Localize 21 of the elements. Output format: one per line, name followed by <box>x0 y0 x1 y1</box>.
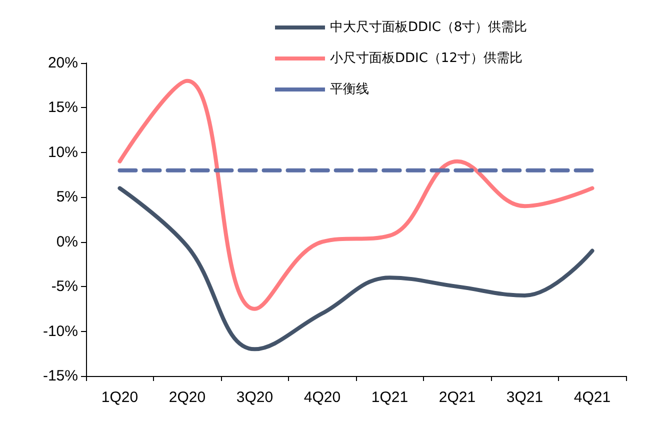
x-tick-label: 4Q21 <box>574 389 611 406</box>
line-series <box>118 78 594 311</box>
legend-label: 小尺寸面板DDIC（12寸）供需比 <box>330 51 522 66</box>
y-tick-label: -15% <box>42 368 78 384</box>
x-tick-label: 2Q21 <box>438 389 476 406</box>
legend-label: 中大尺寸面板DDIC（8寸）供需比 <box>330 20 528 35</box>
x-tick-label: 3Q21 <box>506 389 544 406</box>
legend-label: 平衡线 <box>330 82 369 97</box>
y-tick-label: 10% <box>48 144 78 161</box>
y-tick-label: 15% <box>48 99 78 116</box>
x-tick-label: 1Q21 <box>371 389 408 406</box>
y-tick-label: -5% <box>51 278 78 296</box>
y-tick-label: -10% <box>42 322 78 340</box>
y-tick-label: 0% <box>56 233 78 250</box>
x-tick-label: 3Q20 <box>236 389 274 406</box>
x-tick-label: 1Q20 <box>101 389 138 406</box>
y-tick-label: 5% <box>56 188 78 206</box>
line-series <box>118 186 594 352</box>
y-tick-label: 20% <box>48 54 78 72</box>
x-tick-label: 4Q20 <box>304 389 341 406</box>
x-tick-label: 2Q20 <box>168 389 206 406</box>
